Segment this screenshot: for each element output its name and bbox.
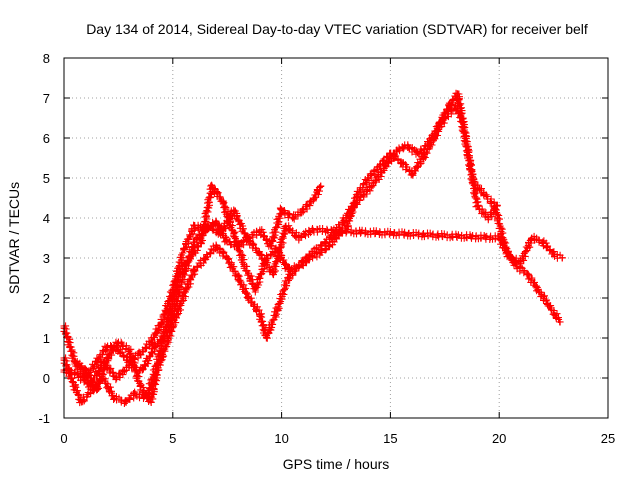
x-axis-label: GPS time / hours xyxy=(283,456,390,472)
plot-frame xyxy=(63,57,609,419)
y-tick-label: -1 xyxy=(38,411,50,426)
series-track-4 xyxy=(60,206,566,391)
y-tick-label: 6 xyxy=(43,131,50,146)
x-axis: 0 5 10 15 20 25 xyxy=(60,58,615,446)
y-tick-label: 5 xyxy=(43,171,50,186)
y-axis-label: SDTVAR / TECUs xyxy=(6,182,22,294)
x-tick-label: 5 xyxy=(169,431,176,446)
x-tick-label: 20 xyxy=(492,431,506,446)
y-tick-label: 7 xyxy=(43,91,50,106)
y-tick-label: 8 xyxy=(43,51,50,66)
grid xyxy=(64,58,608,418)
y-tick-label: 0 xyxy=(43,371,50,386)
y-tick-label: 2 xyxy=(43,291,50,306)
y-tick-label: 3 xyxy=(43,251,50,266)
x-tick-label: 0 xyxy=(60,431,67,446)
y-tick-label: 1 xyxy=(43,331,50,346)
chart-title: Day 134 of 2014, Sidereal Day-to-day VTE… xyxy=(86,21,588,37)
y-tick-label: 4 xyxy=(43,211,50,226)
series-track-3 xyxy=(71,89,564,406)
x-tick-label: 15 xyxy=(383,431,397,446)
x-tick-label: 10 xyxy=(274,431,288,446)
data-marks xyxy=(60,89,566,407)
x-tick-label: 25 xyxy=(601,431,615,446)
